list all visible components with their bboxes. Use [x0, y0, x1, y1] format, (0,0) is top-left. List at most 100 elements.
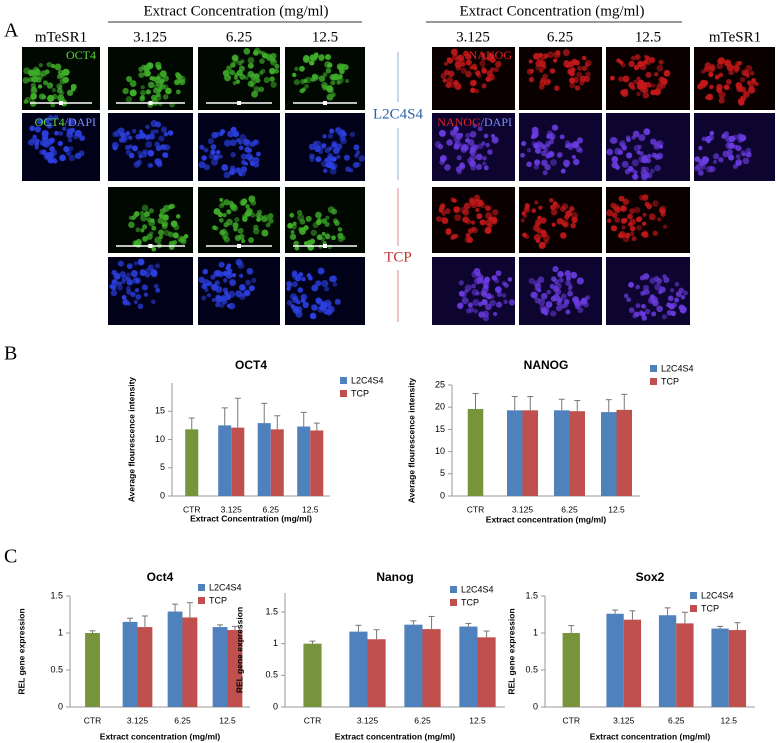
cell [66, 89, 74, 96]
cell [651, 83, 656, 88]
cell [576, 71, 583, 78]
chart-title: Nanog [376, 570, 413, 584]
cell [606, 148, 613, 156]
cell [735, 82, 743, 89]
cell [540, 217, 547, 224]
cell [59, 72, 65, 78]
cell [569, 82, 576, 89]
cell [718, 72, 724, 78]
cell [630, 85, 636, 91]
cell [31, 137, 36, 142]
error-bar [574, 400, 581, 412]
cell [210, 274, 216, 280]
cell [146, 62, 154, 69]
legend-swatch [650, 378, 657, 385]
cell [490, 294, 495, 299]
error-bar [734, 622, 741, 631]
cell [303, 241, 309, 246]
cell [716, 83, 723, 91]
cell [42, 80, 48, 86]
cell [485, 76, 491, 82]
x-tick-label: CTR [304, 715, 321, 725]
cell [706, 93, 714, 101]
cell [327, 133, 334, 139]
cell [718, 156, 724, 163]
cell [294, 245, 300, 251]
cell [162, 214, 169, 221]
cell [698, 146, 703, 151]
cell [634, 311, 640, 318]
cell [524, 234, 530, 240]
cell [475, 153, 483, 161]
cell [353, 144, 360, 151]
cell [739, 86, 747, 93]
cell [495, 60, 502, 68]
cell [546, 289, 552, 295]
cell [568, 77, 576, 84]
cell [678, 287, 685, 294]
cell [553, 58, 558, 63]
cell [313, 53, 319, 59]
cell [328, 276, 336, 283]
cell [125, 145, 130, 150]
cell [557, 151, 563, 158]
cell [443, 61, 448, 66]
cell [478, 311, 485, 318]
cell [444, 164, 451, 171]
cell [51, 158, 57, 164]
cell [637, 216, 643, 222]
cell [38, 63, 43, 68]
cell [233, 226, 238, 232]
cell [156, 161, 163, 168]
error-bar [629, 610, 636, 620]
cell [137, 303, 144, 310]
cell [438, 207, 445, 214]
cell [267, 213, 274, 220]
cell [489, 56, 496, 64]
cell [229, 165, 236, 172]
cell [658, 76, 665, 83]
cell [501, 293, 507, 298]
cell [534, 200, 539, 205]
cell [475, 291, 480, 296]
cell [544, 164, 551, 171]
cell [627, 221, 633, 227]
cell [535, 60, 542, 67]
cell [585, 71, 591, 77]
cell [253, 224, 259, 231]
cell [460, 67, 467, 74]
cell [496, 301, 503, 308]
cell [140, 85, 145, 90]
cell [576, 277, 584, 285]
cell [717, 57, 726, 65]
cell [726, 64, 734, 72]
cell [739, 77, 746, 83]
cell [620, 205, 626, 212]
cell [321, 218, 327, 224]
cell [292, 281, 298, 288]
cell [23, 99, 28, 104]
cell [345, 166, 351, 172]
cell [623, 293, 629, 299]
panel-label: A [4, 20, 19, 42]
cell [324, 233, 331, 240]
cell [74, 152, 82, 160]
cell [537, 276, 545, 284]
cell [521, 141, 527, 147]
cell [158, 135, 165, 142]
y-axis-label: REL gene expression [234, 607, 244, 693]
cell [229, 69, 235, 76]
cell [553, 125, 559, 131]
cell [274, 68, 280, 74]
cell [464, 236, 472, 243]
cell [232, 222, 239, 229]
cell [139, 211, 145, 216]
cell [239, 73, 246, 80]
error-bar [231, 625, 238, 631]
cell [241, 159, 246, 165]
micrograph [519, 113, 602, 181]
cell [531, 208, 537, 214]
cell [322, 72, 328, 78]
cell [310, 76, 316, 82]
cell [657, 81, 663, 87]
